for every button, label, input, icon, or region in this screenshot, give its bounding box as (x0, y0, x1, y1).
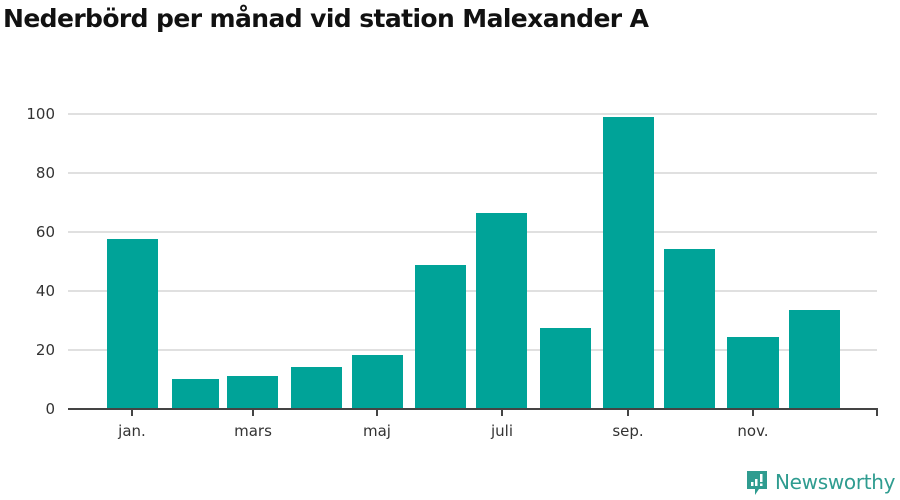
bar-apr[interactable] (291, 366, 342, 409)
gridline (68, 290, 877, 292)
gridline (68, 349, 877, 351)
chart-title: Nederbörd per månad vid station Malexand… (3, 4, 649, 33)
x-tick (752, 409, 754, 416)
bar-dec[interactable] (789, 309, 840, 409)
x-tick (131, 409, 133, 416)
bar-okt[interactable] (664, 249, 715, 409)
gridline (68, 113, 877, 115)
x-tick-label: sep. (612, 422, 644, 440)
bar-mars[interactable] (227, 375, 278, 409)
x-tick-label: jan. (118, 422, 146, 440)
bar-aug[interactable] (540, 327, 591, 409)
x-tick-end (876, 409, 878, 416)
y-tick-label: 0 (45, 400, 55, 418)
brand-logo: Newsworthy (745, 470, 896, 495)
y-tick-label: 60 (35, 223, 55, 241)
x-tick-label: mars (234, 422, 272, 440)
x-tick (252, 409, 254, 416)
brand-name: Newsworthy (775, 470, 896, 494)
bar-sep[interactable] (603, 116, 654, 409)
x-axis-line (68, 408, 878, 410)
x-tick (501, 409, 503, 416)
gridline (68, 231, 877, 233)
bar-juli[interactable] (476, 213, 527, 409)
gridline (68, 172, 877, 174)
x-tick-label: maj (363, 422, 391, 440)
y-tick-label: 100 (26, 105, 55, 123)
newsworthy-logo-icon (745, 470, 769, 495)
bar-feb[interactable] (172, 378, 219, 409)
y-tick-label: 40 (35, 282, 55, 300)
bar-nov[interactable] (727, 337, 779, 409)
x-tick-label: juli (490, 422, 514, 440)
bar-maj[interactable] (352, 355, 403, 409)
bar-jan[interactable] (107, 239, 158, 409)
x-tick-label: nov. (737, 422, 769, 440)
x-tick (376, 409, 378, 416)
bar-juni[interactable] (415, 265, 466, 409)
x-tick (627, 409, 629, 416)
y-tick-label: 80 (35, 164, 55, 182)
y-tick-label: 20 (35, 341, 55, 359)
